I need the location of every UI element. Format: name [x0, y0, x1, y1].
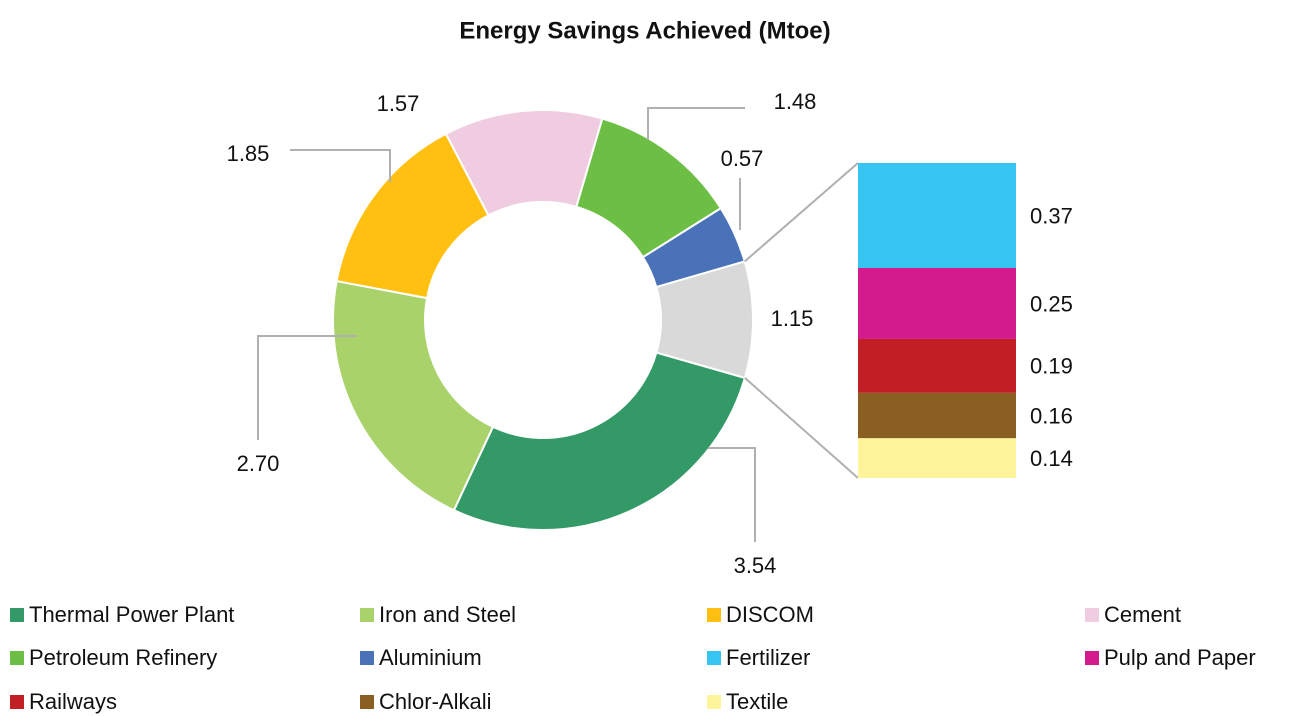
breakdown-bar — [858, 392, 1016, 439]
data-label: 0.37 — [1030, 203, 1073, 228]
legend-swatch — [360, 651, 374, 665]
legend-label: Chlor-Alkali — [379, 689, 491, 714]
legend-swatch — [1085, 651, 1099, 665]
legend-swatch — [707, 651, 721, 665]
data-label: 0.16 — [1030, 403, 1073, 428]
connector-line — [744, 377, 859, 479]
breakdown-bar — [858, 268, 1016, 339]
slice — [452, 351, 747, 531]
data-label: 3.54 — [734, 553, 777, 578]
data-label: 1.85 — [227, 141, 270, 166]
data-label: 1.48 — [774, 89, 817, 114]
data-label: 0.14 — [1030, 446, 1073, 471]
legend-swatch — [360, 608, 374, 622]
breakdown-bar — [858, 163, 1016, 268]
legend-swatch — [360, 695, 374, 709]
leader-line — [290, 149, 391, 182]
legend-label: Textile — [726, 689, 788, 714]
leader-line — [647, 107, 745, 140]
legend-label: Thermal Power Plant — [29, 602, 234, 627]
leader-line — [708, 447, 756, 542]
breakdown-bar — [858, 338, 1016, 393]
legend-label: Railways — [29, 689, 117, 714]
legend-swatch — [10, 608, 24, 622]
leader-line — [257, 335, 357, 440]
data-label: 0.57 — [721, 146, 764, 171]
legend-swatch — [707, 695, 721, 709]
data-label: 0.25 — [1030, 291, 1073, 316]
legend-swatch — [10, 651, 24, 665]
legend-label: Iron and Steel — [379, 602, 516, 627]
legend-label: Pulp and Paper — [1104, 645, 1256, 670]
legend-label: Fertilizer — [726, 645, 810, 670]
slice — [332, 279, 495, 512]
breakdown-bar — [858, 438, 1016, 478]
data-label: 1.57 — [377, 91, 420, 116]
connector-line — [744, 162, 859, 263]
data-label: 2.70 — [237, 451, 280, 476]
legend-label: DISCOM — [726, 602, 814, 627]
legend-label: Cement — [1104, 602, 1181, 627]
data-label: 1.15 — [771, 306, 814, 331]
chart-title: Energy Savings Achieved (Mtoe) — [459, 17, 830, 44]
legend-swatch — [10, 695, 24, 709]
legend-label: Petroleum Refinery — [29, 645, 217, 670]
legend-swatch — [1085, 608, 1099, 622]
data-label: 0.19 — [1030, 354, 1073, 379]
legend-swatch — [707, 608, 721, 622]
legend-label: Aluminium — [379, 645, 482, 670]
